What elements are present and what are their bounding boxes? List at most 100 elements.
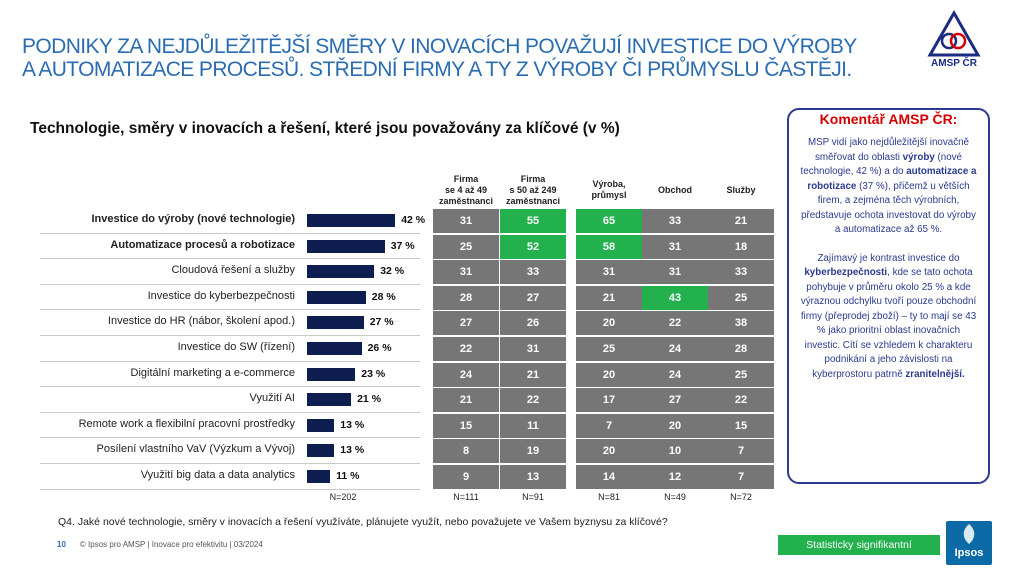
table-cell: 12 [642, 465, 708, 489]
row-label: Digitální marketing a e-commerce [130, 366, 295, 379]
ipsos-logo-icon [963, 524, 975, 544]
table-cell: 33 [642, 209, 708, 233]
bar-value-label: 21 % [357, 393, 382, 406]
table-cell: 33 [500, 260, 566, 285]
p1-run: (nové technologie, 42 %) a do [800, 151, 963, 178]
bar [307, 470, 331, 483]
column-header: Služby [726, 184, 756, 195]
p2-run: zranitelnější. [905, 368, 965, 380]
column-n-label: N=111 [453, 492, 479, 502]
table-cell: 19 [500, 439, 566, 464]
table-cell: 31 [433, 209, 499, 233]
bar-value-label: 11 % [336, 470, 360, 482]
amsp-logo-icon [927, 9, 981, 57]
table-cell: 17 [576, 388, 642, 413]
page-title: PODNIKY ZA NEJDŮLEŽITĚJŠÍ SMĚRY V INOVAC… [22, 35, 922, 81]
bar-value-label: 27 % [369, 316, 394, 329]
table-cell: 43 [642, 285, 708, 310]
p2-run: Zajímavý je kontrast investice do [817, 252, 960, 264]
bar-value-label: 28 % [371, 290, 396, 303]
table-cell: 31 [500, 337, 566, 361]
table-cell: 22 [708, 388, 774, 413]
bar-value-label: 37 % [390, 239, 415, 252]
column-header: Výroba, průmysl [591, 179, 627, 200]
row-label: Využití AI [249, 392, 295, 405]
row-label: Investice do kyberbezpečnosti [147, 289, 295, 302]
table-cell: 31 [642, 234, 708, 259]
row-divider [40, 258, 420, 260]
table-cell: 52 [500, 234, 566, 259]
ipsos-logo-text: Ipsos [954, 547, 984, 559]
table-cell: 22 [642, 311, 708, 336]
column-n-label: N=49 [664, 492, 686, 502]
bar [307, 393, 352, 407]
bar-value-label: 13 % [340, 444, 365, 457]
table-cell: 20 [576, 439, 642, 464]
table-cell: 18 [708, 234, 774, 259]
table-cell: 24 [642, 362, 708, 387]
row-divider [40, 283, 420, 285]
row-divider [40, 360, 420, 362]
row-label: Remote work a flexibilní pracovní prostř… [78, 417, 295, 430]
table-cell: 26 [500, 311, 566, 336]
row-label: Investice do výroby (nové technologie) [91, 213, 295, 225]
column-n-label: N=91 [522, 492, 544, 502]
row-divider [40, 232, 420, 234]
table-cell: 21 [500, 362, 566, 387]
bar [307, 265, 375, 279]
page-title-line-1: PODNIKY ZA NEJDŮLEŽITĚJŠÍ SMĚRY V INOVAC… [22, 35, 857, 58]
table-cell: 20 [642, 413, 708, 438]
comment-paragraph-2: Zajímavý je kontrast investice do kyberb… [799, 252, 978, 383]
column-header: Firma se 4 až 49 zaměstnanci [438, 173, 494, 206]
table-cell: 33 [708, 260, 774, 285]
table-cell: 27 [433, 311, 499, 336]
bar-value-label: 26 % [367, 342, 392, 354]
page-title-line-2: A AUTOMATIZACE PROCESŮ. STŘEDNÍ FIRMY A … [22, 58, 852, 81]
table-cell: 28 [433, 285, 499, 310]
row-label: Využití big data a data analytics [140, 469, 295, 481]
column-header: Firma s 50 až 249 zaměstnanci [505, 173, 561, 206]
table-cell: 20 [576, 311, 642, 336]
bar-value-label: 32 % [380, 265, 405, 278]
page-number: 10 [57, 540, 66, 549]
table-cell: 38 [708, 311, 774, 336]
table-cell: 7 [576, 413, 642, 438]
bar [307, 367, 356, 381]
bar [307, 342, 362, 355]
table-cell: 13 [500, 465, 566, 489]
p2-run: , kde se tato ochota pohybuje v průměru … [800, 267, 977, 380]
table-cell: 15 [708, 413, 774, 438]
table-cell: 27 [500, 285, 566, 310]
footer-text: © Ipsos pro AMSP | Inovace pro efektivit… [79, 540, 263, 549]
table-cell: 31 [576, 260, 642, 285]
amsp-logo: AMSP ČR [926, 9, 982, 72]
table-cell: 25 [433, 234, 499, 259]
table-cell: 25 [708, 285, 774, 310]
column-header: Obchod [658, 184, 692, 195]
table-cell: 8 [433, 439, 499, 464]
table-cell: 14 [576, 465, 642, 489]
table-cell: 22 [500, 388, 566, 413]
p1-run: (37 %), přičemž u větších firem, a zejmé… [801, 180, 976, 236]
amsp-logo-text: AMSP ČR [931, 58, 977, 69]
row-divider [40, 411, 420, 413]
table-cell: 24 [433, 362, 499, 387]
table-cell: 27 [642, 388, 708, 413]
column-n-label: N=72 [730, 492, 752, 502]
comment-box: MSP vidí jako nejdůležitější inovačně sm… [787, 108, 990, 484]
survey-question: Q4. Jaké nové technologie, směry v inova… [58, 516, 668, 528]
bar-value-label: 13 % [340, 418, 365, 431]
bar [307, 214, 396, 227]
table-cell: 31 [642, 260, 708, 285]
table-cell: 7 [708, 439, 774, 464]
table-cell: 24 [642, 337, 708, 361]
row-label: Investice do HR (nábor, školení apod.) [107, 315, 295, 328]
p2-run: kyberbezpečnosti [804, 267, 888, 278]
chart-subtitle: Technologie, směry v inovacích a řešení,… [30, 120, 620, 137]
row-divider [40, 437, 420, 439]
ipsos-logo: Ipsos [946, 521, 992, 565]
table-cell: 58 [576, 234, 642, 259]
table-cell: 20 [576, 362, 642, 387]
bar [307, 444, 335, 458]
total-n-label: N=202 [329, 492, 357, 502]
